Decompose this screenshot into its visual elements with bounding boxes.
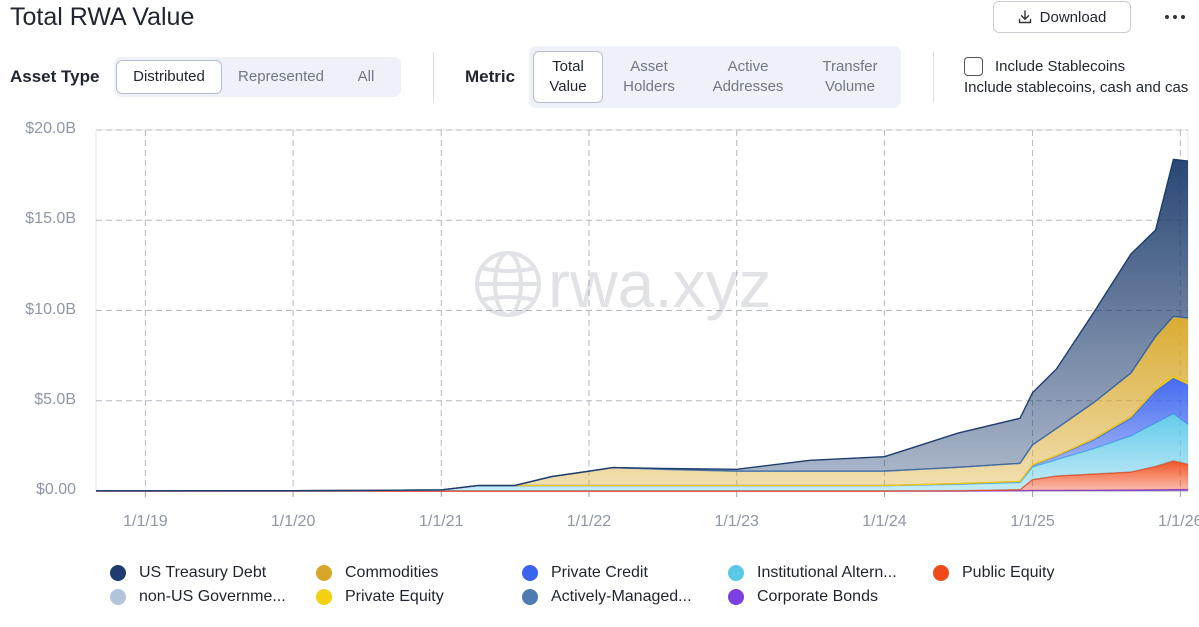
include-stablecoins-description: Include stablecoins, cash and cas <box>964 79 1189 96</box>
download-icon <box>1018 10 1031 24</box>
legend-dot <box>316 565 332 581</box>
more-dots-icon <box>1165 15 1169 19</box>
rwa-watermark: rwa.xyz <box>475 247 772 321</box>
x-tick-label: 1/1/26 <box>1158 513 1199 530</box>
x-tick-label: 1/1/20 <box>270 513 316 530</box>
legend-item-us-treasury-debt[interactable]: US Treasury Debt <box>110 564 266 582</box>
y-tick-label: $10.0B <box>25 300 76 318</box>
metric-toggle: Total Value Asset Holders Active Addresses … <box>529 46 901 108</box>
legend-dot <box>728 589 744 605</box>
metric-asset-holders[interactable]: Asset Holders <box>623 58 675 95</box>
line-us-treasury-debt <box>96 158 1189 492</box>
page-title: Total RWA Value <box>10 3 195 31</box>
download-button[interactable]: Download <box>993 1 1131 33</box>
legend-item-private-equity[interactable]: Private Equity <box>316 588 444 606</box>
legend-item-commodities[interactable]: Commodities <box>316 564 438 582</box>
x-tick-label: 1/1/19 <box>123 513 168 530</box>
metric-transfer-volume[interactable]: Transfer Volume <box>822 58 878 95</box>
x-tick-label: 1/1/24 <box>862 513 907 530</box>
globe-icon <box>475 251 541 317</box>
include-stablecoins-label[interactable]: Include Stablecoins <box>995 58 1126 75</box>
asset-type-represented[interactable]: Represented <box>238 68 324 85</box>
legend-dot <box>110 589 126 605</box>
legend-item-actively-managed[interactable]: Actively-Managed... <box>522 588 692 606</box>
legend-dot <box>728 565 744 581</box>
legend-item-private-credit[interactable]: Private Credit <box>522 564 648 582</box>
asset-type-label: Asset Type <box>10 67 100 86</box>
legend-dot <box>110 565 126 581</box>
legend-dot <box>522 589 538 605</box>
download-label: Download <box>1039 8 1107 26</box>
legend-item-institutional-alternatives[interactable]: Institutional Altern... <box>728 564 897 582</box>
asset-type-distributed[interactable]: Distributed <box>116 60 222 94</box>
x-tick-label: 1/1/23 <box>714 513 759 530</box>
area-us-treasury-debt <box>96 159 1188 491</box>
watermark-text: rwa.xyz <box>548 247 772 321</box>
y-tick-label: $5.0B <box>34 390 76 408</box>
y-tick-label: $20.0B <box>25 120 76 137</box>
legend-item-public-equity[interactable]: Public Equity <box>933 564 1055 582</box>
metric-label: Metric <box>465 67 516 86</box>
x-tick-label: 1/1/21 <box>418 513 464 530</box>
divider <box>933 52 934 102</box>
asset-type-toggle: Distributed Represented All <box>114 57 401 97</box>
more-options-button[interactable] <box>1160 6 1190 28</box>
legend-item-corporate-bonds[interactable]: Corporate Bonds <box>728 588 878 606</box>
x-tick-label: 1/1/25 <box>1010 513 1055 530</box>
legend-item-non-us-government[interactable]: non-US Governme... <box>110 588 286 606</box>
legend-dot <box>316 589 332 605</box>
legend-dot <box>933 565 949 581</box>
divider <box>433 52 434 102</box>
area-commodities <box>96 316 1188 491</box>
include-stablecoins-checkbox[interactable] <box>964 57 983 76</box>
area-public-equity <box>96 460 1188 491</box>
y-tick-label: $0.00 <box>35 481 76 498</box>
y-tick-label: $15.0B <box>25 210 76 228</box>
metric-active-addresses[interactable]: Active Addresses <box>712 58 784 95</box>
x-tick-label: 1/1/22 <box>566 513 612 530</box>
metric-total-value[interactable]: Total Value <box>533 51 603 103</box>
legend-dot <box>522 565 538 581</box>
asset-type-all[interactable]: All <box>357 68 375 85</box>
